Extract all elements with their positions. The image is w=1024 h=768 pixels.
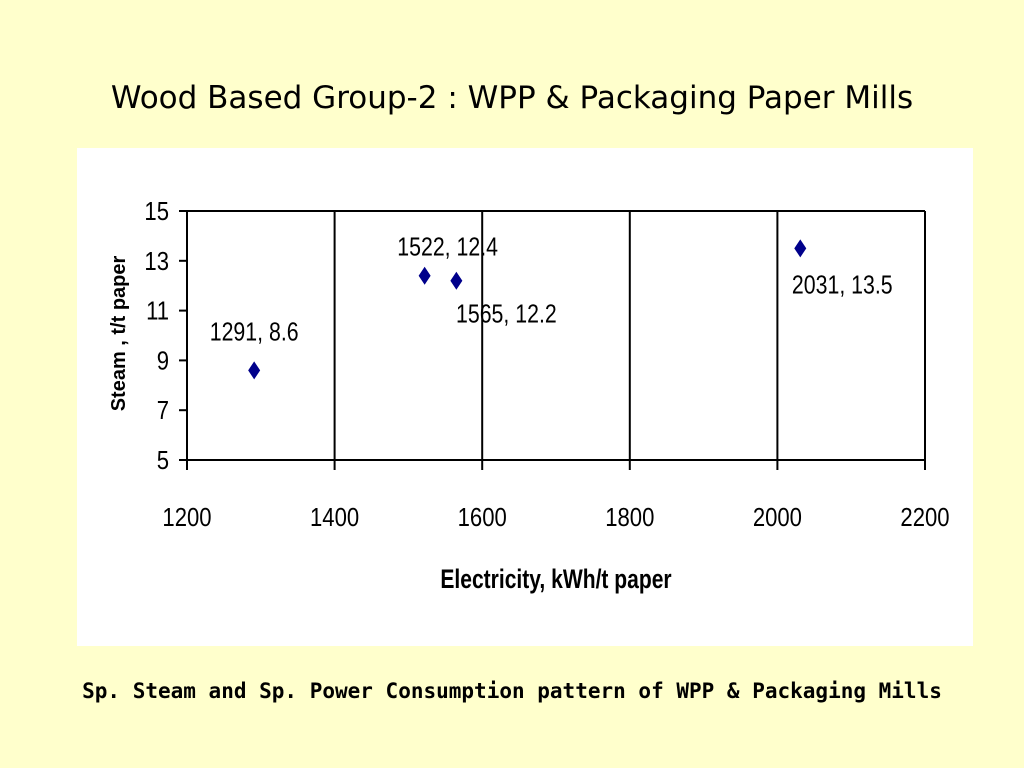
x-tick-label: 1200 <box>162 503 211 532</box>
x-tick-label: 2200 <box>900 503 949 532</box>
x-tick-label: 2000 <box>753 503 802 532</box>
y-tick-label: 9 <box>157 347 169 376</box>
tick-layer: 1200 1400 1600 1800 2000 2200 5 7 9 11 13 15 <box>144 197 949 532</box>
y-tick-label: 7 <box>157 397 169 426</box>
x-axis-title: Electricity, kWh/t paper <box>440 565 672 595</box>
scatter-chart: 1200 1400 1600 1800 2000 2200 5 7 9 11 13 15 1291, … <box>108 197 950 595</box>
y-tick-label: 15 <box>144 197 169 226</box>
chart-panel: 1200 1400 1600 1800 2000 2200 5 7 9 11 13 15 1291, … <box>77 148 973 646</box>
point-layer: 1291, 8.6 1522, 12.4 1565, 12.2 2031, 13.5 <box>210 233 893 380</box>
slide-title: Wood Based Group-2 : WPP & Packaging Pap… <box>110 80 914 116</box>
y-axis-title: Steam , t/t paper <box>108 255 130 411</box>
y-tick-label: 13 <box>144 247 169 276</box>
data-point-marker <box>248 361 261 380</box>
data-point-marker <box>794 239 807 258</box>
data-point-label: 1565, 12.2 <box>456 300 557 330</box>
data-point-label: 1522, 12.4 <box>397 233 498 263</box>
x-tick-label: 1400 <box>310 503 359 532</box>
data-point-marker <box>418 266 431 285</box>
data-point-label: 1291, 8.6 <box>210 317 299 347</box>
x-tick-label: 1800 <box>605 503 654 532</box>
y-tick-label: 11 <box>146 297 169 326</box>
axis-layer <box>186 210 926 461</box>
y-tick-label: 5 <box>157 446 169 475</box>
grid-layer <box>333 211 779 460</box>
x-tick-label: 1600 <box>458 503 507 532</box>
slide-caption: Sp. Steam and Sp. Power Consumption patt… <box>82 679 942 703</box>
data-point-label: 2031, 13.5 <box>792 270 893 300</box>
data-point-marker <box>450 271 463 290</box>
